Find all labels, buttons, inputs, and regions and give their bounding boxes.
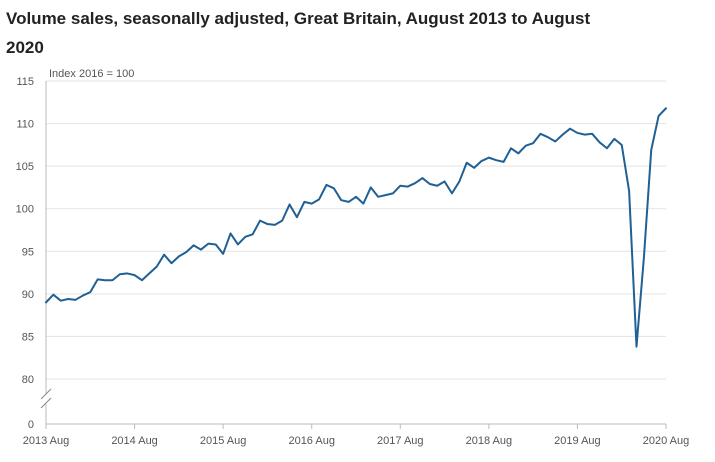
y-tick-labels: 0 80 85 90 95 100 105 110 115 <box>16 76 34 431</box>
chart-title: Volume sales, seasonally adjusted, Great… <box>6 9 591 57</box>
y-tick-label: 85 <box>22 331 34 343</box>
x-tick-label: 2013 Aug <box>23 435 70 447</box>
axis-break-mark-1 <box>40 388 52 400</box>
y-tick-label: 90 <box>22 289 34 301</box>
axes <box>40 81 667 429</box>
series-line-volume-sales <box>45 107 667 348</box>
x-tick-labels: 2013 Aug 2014 Aug 2015 Aug 2016 Aug 2017 Aug… <box>23 435 690 447</box>
gridlines <box>46 80 666 380</box>
x-tick-label: 2018 Aug <box>466 435 513 447</box>
axis-break-mark-2 <box>40 397 52 409</box>
x-tick-label: 2014 Aug <box>111 435 158 447</box>
y-tick-label: 110 <box>16 119 34 131</box>
x-tick-label: 2016 Aug <box>288 435 335 447</box>
series <box>45 107 667 348</box>
x-tick-label: 2017 Aug <box>377 435 424 447</box>
x-tick-label: 2020 Aug <box>643 435 690 447</box>
y-tick-label: 95 <box>22 246 34 258</box>
y-tick-label: 100 <box>16 204 34 216</box>
y-tick-label: 80 <box>22 374 34 386</box>
y-tick-label: 105 <box>16 161 34 173</box>
y-tick-label: 115 <box>16 76 34 88</box>
x-tick-label: 2015 Aug <box>200 435 247 447</box>
unit-label: Index 2016 = 100 <box>49 68 134 80</box>
y-tick-label: 0 <box>28 419 34 431</box>
x-tick-label: 2019 Aug <box>554 435 601 447</box>
